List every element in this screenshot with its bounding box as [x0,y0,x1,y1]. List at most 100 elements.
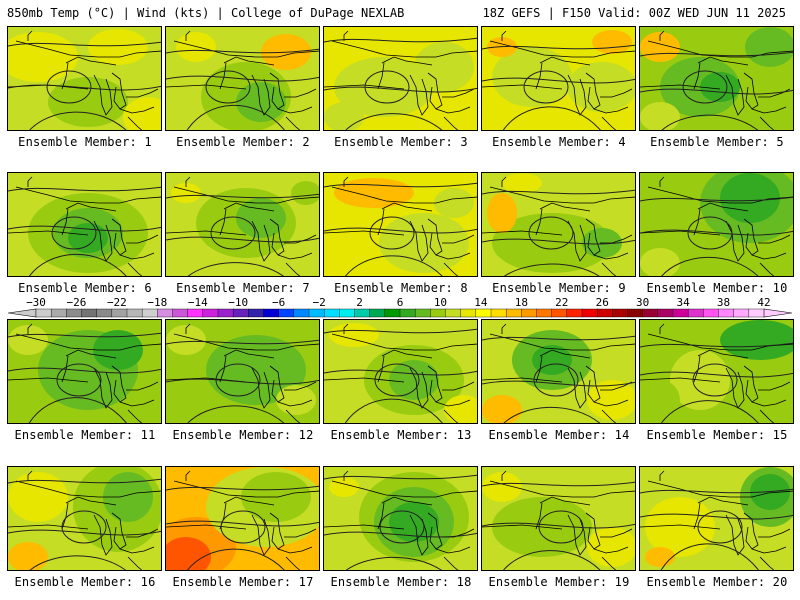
colorbar-swatch [278,308,295,318]
colorbar-swatch [66,308,82,318]
height-contour-lines [8,186,161,276]
ensemble-map-panel [7,172,162,277]
temperature-shading-region [592,30,632,54]
ensemble-member-label: Ensemble Member: 19 [488,575,630,589]
ensemble-member-label: Ensemble Member: 7 [176,281,310,295]
great-lakes-coastline [8,470,161,570]
temperature-shading-region [444,395,477,423]
colorbar-swatch [581,308,598,318]
great-lakes-coastline [8,323,161,423]
temperature-shading-region [176,32,216,62]
colorbar-swatch [566,308,583,318]
ensemble-map-panel [481,26,636,131]
colorbar-swatch [96,308,113,318]
colorbar-swatch [748,308,765,318]
colorbar-tick-label: 10 [433,296,448,309]
height-contour-lines [166,193,319,276]
temperature-shading-region [166,325,206,355]
temperature-shading-region [389,360,439,400]
colorbar-swatch [172,308,189,318]
great-lakes-coastline [640,176,793,276]
great-lakes-coastline [482,323,635,423]
height-contour-lines [640,342,793,423]
temperature-shading-region [482,472,522,502]
colorbar-tick-label: −22 [106,296,127,309]
model-valid-time: 18Z GEFS | F150 Valid: 00Z WED JUN 11 20… [482,6,786,20]
colorbar-swatch [384,308,401,318]
colorbar-swatch [612,308,628,318]
great-lakes-coastline [482,30,635,130]
ensemble-member-label: Ensemble Member: 12 [172,428,314,442]
colorbar-swatch [657,308,674,318]
colorbar-tick-label: 38 [716,296,731,309]
temperature-shading-region [482,395,522,423]
ensemble-member-label: Ensemble Member: 20 [646,575,788,589]
ensemble-member-label: Ensemble Member: 6 [18,281,152,295]
colorbar-swatch [460,308,477,318]
height-contour-lines [482,44,635,130]
ensemble-map-panel [165,26,320,131]
temperature-field-map [8,320,161,423]
colorbar-swatch [339,308,356,318]
temperature-shading-region [700,72,740,102]
temperature-shading-region [434,188,474,218]
height-contour-lines [8,41,161,130]
ensemble-member-label: Ensemble Member: 11 [14,428,156,442]
temperature-field-map [166,173,319,276]
temperature-shading-region [640,380,680,420]
ensemble-map-panel [639,26,794,131]
colorbar-swatch [521,308,537,318]
colorbar-tick-label: −26 [66,296,87,309]
colorbar-swatch [475,308,492,318]
height-contour-lines [166,339,319,423]
temperature-shading-region [8,178,48,208]
ensemble-member-label: Ensemble Member: 5 [650,135,784,149]
height-contour-lines [166,48,319,130]
temperature-shading-region [236,82,286,122]
ensemble-map-panel [165,172,320,277]
colorbar-swatch [551,308,568,318]
ensemble-map-panel [323,319,478,424]
height-contour-lines [482,481,635,570]
temperature-shading-region [645,497,715,557]
colorbar-tick-label: 22 [555,296,569,309]
colorbar-swatch [536,308,553,318]
ensemble-map-panel [7,466,162,571]
temperature-shading-region [68,223,108,253]
colorbar-swatch [111,308,128,318]
colorbar-swatch [369,308,386,318]
temperature-shading-region [236,198,286,238]
colorbar-swatch [126,308,143,318]
colorbar-tick-label: −18 [147,296,168,309]
colorbar-tick-label: −14 [187,296,208,309]
ensemble-map-panel [165,466,320,571]
ensemble-map-panel [639,319,794,424]
colorbar-tick-label: 42 [757,296,771,309]
ensemble-member-label: Ensemble Member: 18 [330,575,472,589]
colorbar-tick-label: 2 [356,296,363,309]
ensemble-map-panel [323,26,478,131]
temperature-field-map [482,27,635,130]
ensemble-member-label: Ensemble Member: 2 [176,135,310,149]
great-lakes-coastline [640,30,793,130]
great-lakes-coastline [640,470,793,570]
ensemble-map-panel [165,319,320,424]
temperature-field-map [324,467,477,570]
temperature-shading-region [640,102,680,130]
temperature-colorbar [8,308,792,318]
ensemble-member-label: Ensemble Member: 8 [334,281,468,295]
temperature-shading-region [379,213,469,273]
ensemble-member-label: Ensemble Member: 15 [646,428,788,442]
map-title: 850mb Temp (°C) | Wind (kts) | College o… [7,6,405,20]
colorbar-swatch [490,308,507,318]
colorbar-low-arrow [8,308,37,318]
temperature-field-map [640,467,793,570]
colorbar-tick-label: 18 [514,296,528,309]
height-contour-lines [640,51,793,130]
colorbar-tick-label: −30 [26,296,46,309]
temperature-field-map [640,173,793,276]
colorbar-swatch [248,308,264,318]
colorbar-tick-label: 6 [396,296,404,309]
colorbar-swatch [263,308,280,318]
colorbar-swatch [687,308,704,318]
